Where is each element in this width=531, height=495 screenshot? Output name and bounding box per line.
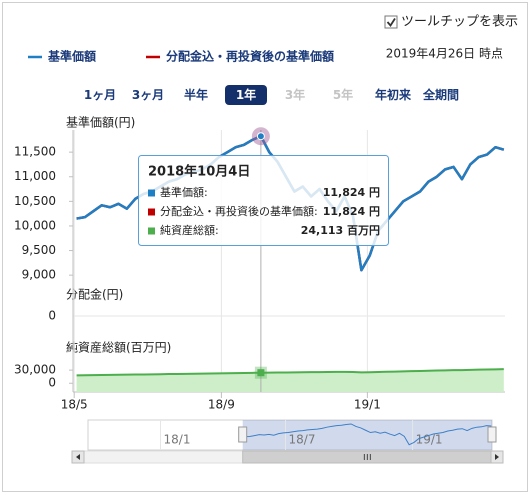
y-tick-label: 10,000 xyxy=(14,218,56,232)
navigator-tick-label: 19/1 xyxy=(416,433,443,447)
tooltip-swatch xyxy=(148,189,155,197)
navigator-tick-label: 18/1 xyxy=(164,433,191,447)
navigator-line xyxy=(244,423,492,446)
navigator-frame xyxy=(87,419,493,451)
nav-tick-label: 0 xyxy=(48,376,56,390)
scroll-right-arrow xyxy=(495,454,499,460)
x-tick-label: 18/5 xyxy=(61,398,88,412)
period-button[interactable]: 半年 xyxy=(184,87,208,102)
tooltip-toggle-label[interactable]: ツールチップを表示 xyxy=(401,15,518,30)
period-button[interactable]: 全期間 xyxy=(422,87,459,102)
period-button-selected[interactable] xyxy=(225,85,267,105)
tooltip-row-value: 11,824 円 xyxy=(323,205,380,218)
tooltip-row-label: 純資産総額: xyxy=(160,223,219,237)
y-tick-label: 10,500 xyxy=(14,194,56,208)
period-button[interactable]: 3ヶ月 xyxy=(132,88,164,102)
period-button: 3年 xyxy=(285,87,305,102)
tooltip-row-label: 分配金込・再投資後の基準価額: xyxy=(160,204,318,218)
nav-tick-label: 30,000 xyxy=(14,363,56,377)
tooltip xyxy=(138,155,389,246)
y-tick-label: 11,500 xyxy=(14,145,56,159)
distribution-axis-title: 分配金(円) xyxy=(66,287,123,302)
tooltip-row-label: 基準価額: xyxy=(160,185,208,199)
price-axis-title: 基準価額(円) xyxy=(66,115,135,130)
navigator-tick-label: 18/7 xyxy=(289,433,316,447)
checkmark xyxy=(386,18,396,28)
legend-label: 分配金込・再投資後の基準価額 xyxy=(166,49,334,64)
legend-label: 基準価額 xyxy=(47,49,96,64)
period-button[interactable]: 年初来 xyxy=(375,87,412,102)
y-tick-label: 9,000 xyxy=(22,268,56,282)
period-button: 5年 xyxy=(333,87,353,102)
navigator-handle[interactable] xyxy=(487,426,497,443)
nav-axis-title: 純資産総額(百万円) xyxy=(66,340,171,355)
tooltip-row-value: 24,113 百万円 xyxy=(301,224,380,237)
navigator-selection[interactable] xyxy=(242,420,492,450)
y-tick-label: 9,500 xyxy=(22,243,56,257)
scrollbar-grip xyxy=(363,454,371,460)
x-tick-label: 18/9 xyxy=(208,398,235,412)
nav-focus-point xyxy=(257,369,265,377)
nav-line xyxy=(76,368,504,377)
period-button[interactable]: 1ヶ月 xyxy=(84,88,116,102)
focus-point xyxy=(256,132,265,141)
x-tick-label: 19/1 xyxy=(354,398,381,412)
navigator-handle[interactable] xyxy=(238,426,248,443)
y-tick-label: 11,000 xyxy=(14,169,56,183)
tooltip-title: 2018年10月4日 xyxy=(148,164,250,180)
distribution-tick-label: 0 xyxy=(48,309,56,323)
tooltip-row-value: 11,824 円 xyxy=(323,186,380,199)
scroll-left-arrow xyxy=(76,454,80,460)
as-of-date: 2019年4月26日 時点 xyxy=(386,47,503,61)
tooltip-swatch xyxy=(148,227,155,235)
period-button[interactable]: 1年 xyxy=(236,87,256,102)
tooltip-swatch xyxy=(148,208,155,216)
